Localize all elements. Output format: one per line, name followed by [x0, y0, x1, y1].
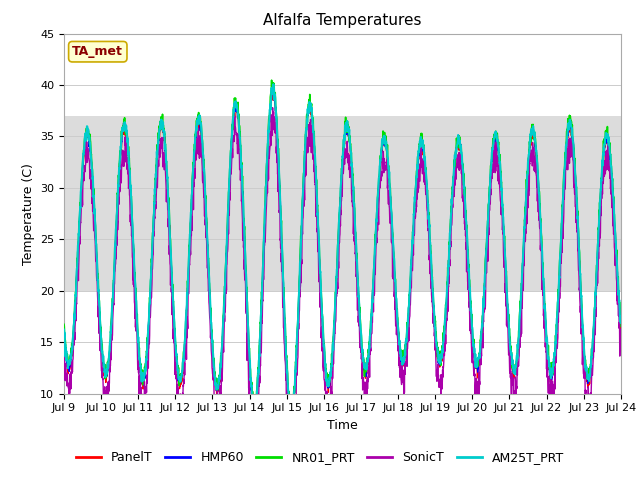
PanelT [216, 383, 223, 389]
HMP60 [617, 320, 625, 325]
HMP60 [505, 325, 513, 331]
PanelT [568, 129, 576, 135]
NR01_PRT [60, 322, 68, 327]
SonicT [505, 352, 513, 358]
PanelT [359, 356, 367, 361]
Line: AM25T_PRT: AM25T_PRT [64, 84, 621, 414]
HMP60 [60, 330, 68, 336]
Y-axis label: Temperature (C): Temperature (C) [22, 163, 35, 264]
AM25T_PRT [584, 376, 591, 382]
SonicT [568, 154, 576, 159]
SonicT [584, 402, 591, 408]
SonicT [60, 359, 68, 364]
PanelT [60, 332, 68, 338]
HMP60 [584, 379, 591, 385]
AM25T_PRT [617, 320, 625, 326]
NR01_PRT [584, 375, 591, 381]
AM25T_PRT [60, 327, 68, 333]
Line: SonicT: SonicT [64, 108, 621, 457]
HMP60 [269, 85, 276, 91]
Line: NR01_PRT: NR01_PRT [64, 80, 621, 411]
HMP60 [371, 244, 379, 250]
SonicT [617, 326, 625, 332]
Line: PanelT: PanelT [64, 92, 621, 419]
NR01_PRT [568, 124, 576, 130]
AM25T_PRT [269, 82, 277, 87]
AM25T_PRT [287, 411, 295, 417]
AM25T_PRT [359, 358, 367, 364]
PanelT [371, 250, 379, 256]
NR01_PRT [216, 372, 223, 378]
Legend: PanelT, HMP60, NR01_PRT, SonicT, AM25T_PRT: PanelT, HMP60, NR01_PRT, SonicT, AM25T_P… [71, 446, 569, 469]
SonicT [359, 378, 367, 384]
PanelT [287, 416, 294, 421]
PanelT [617, 328, 625, 334]
Line: HMP60: HMP60 [64, 88, 621, 416]
NR01_PRT [287, 408, 295, 414]
Title: Alfalfa Temperatures: Alfalfa Temperatures [263, 13, 422, 28]
AM25T_PRT [568, 126, 576, 132]
NR01_PRT [268, 77, 275, 83]
HMP60 [287, 413, 295, 419]
SonicT [269, 105, 276, 110]
HMP60 [216, 380, 223, 385]
PanelT [505, 324, 513, 329]
Bar [64, 116, 621, 291]
AM25T_PRT [216, 374, 223, 380]
Text: TA_met: TA_met [72, 45, 124, 58]
SonicT [216, 410, 223, 416]
AM25T_PRT [371, 243, 379, 249]
HMP60 [568, 135, 576, 141]
NR01_PRT [371, 232, 379, 238]
SonicT [371, 265, 379, 271]
AM25T_PRT [505, 318, 513, 324]
NR01_PRT [617, 324, 625, 329]
NR01_PRT [359, 349, 367, 355]
SonicT [287, 455, 294, 460]
X-axis label: Time: Time [327, 419, 358, 432]
PanelT [269, 89, 277, 95]
HMP60 [359, 357, 367, 363]
NR01_PRT [505, 312, 513, 317]
PanelT [584, 382, 591, 387]
